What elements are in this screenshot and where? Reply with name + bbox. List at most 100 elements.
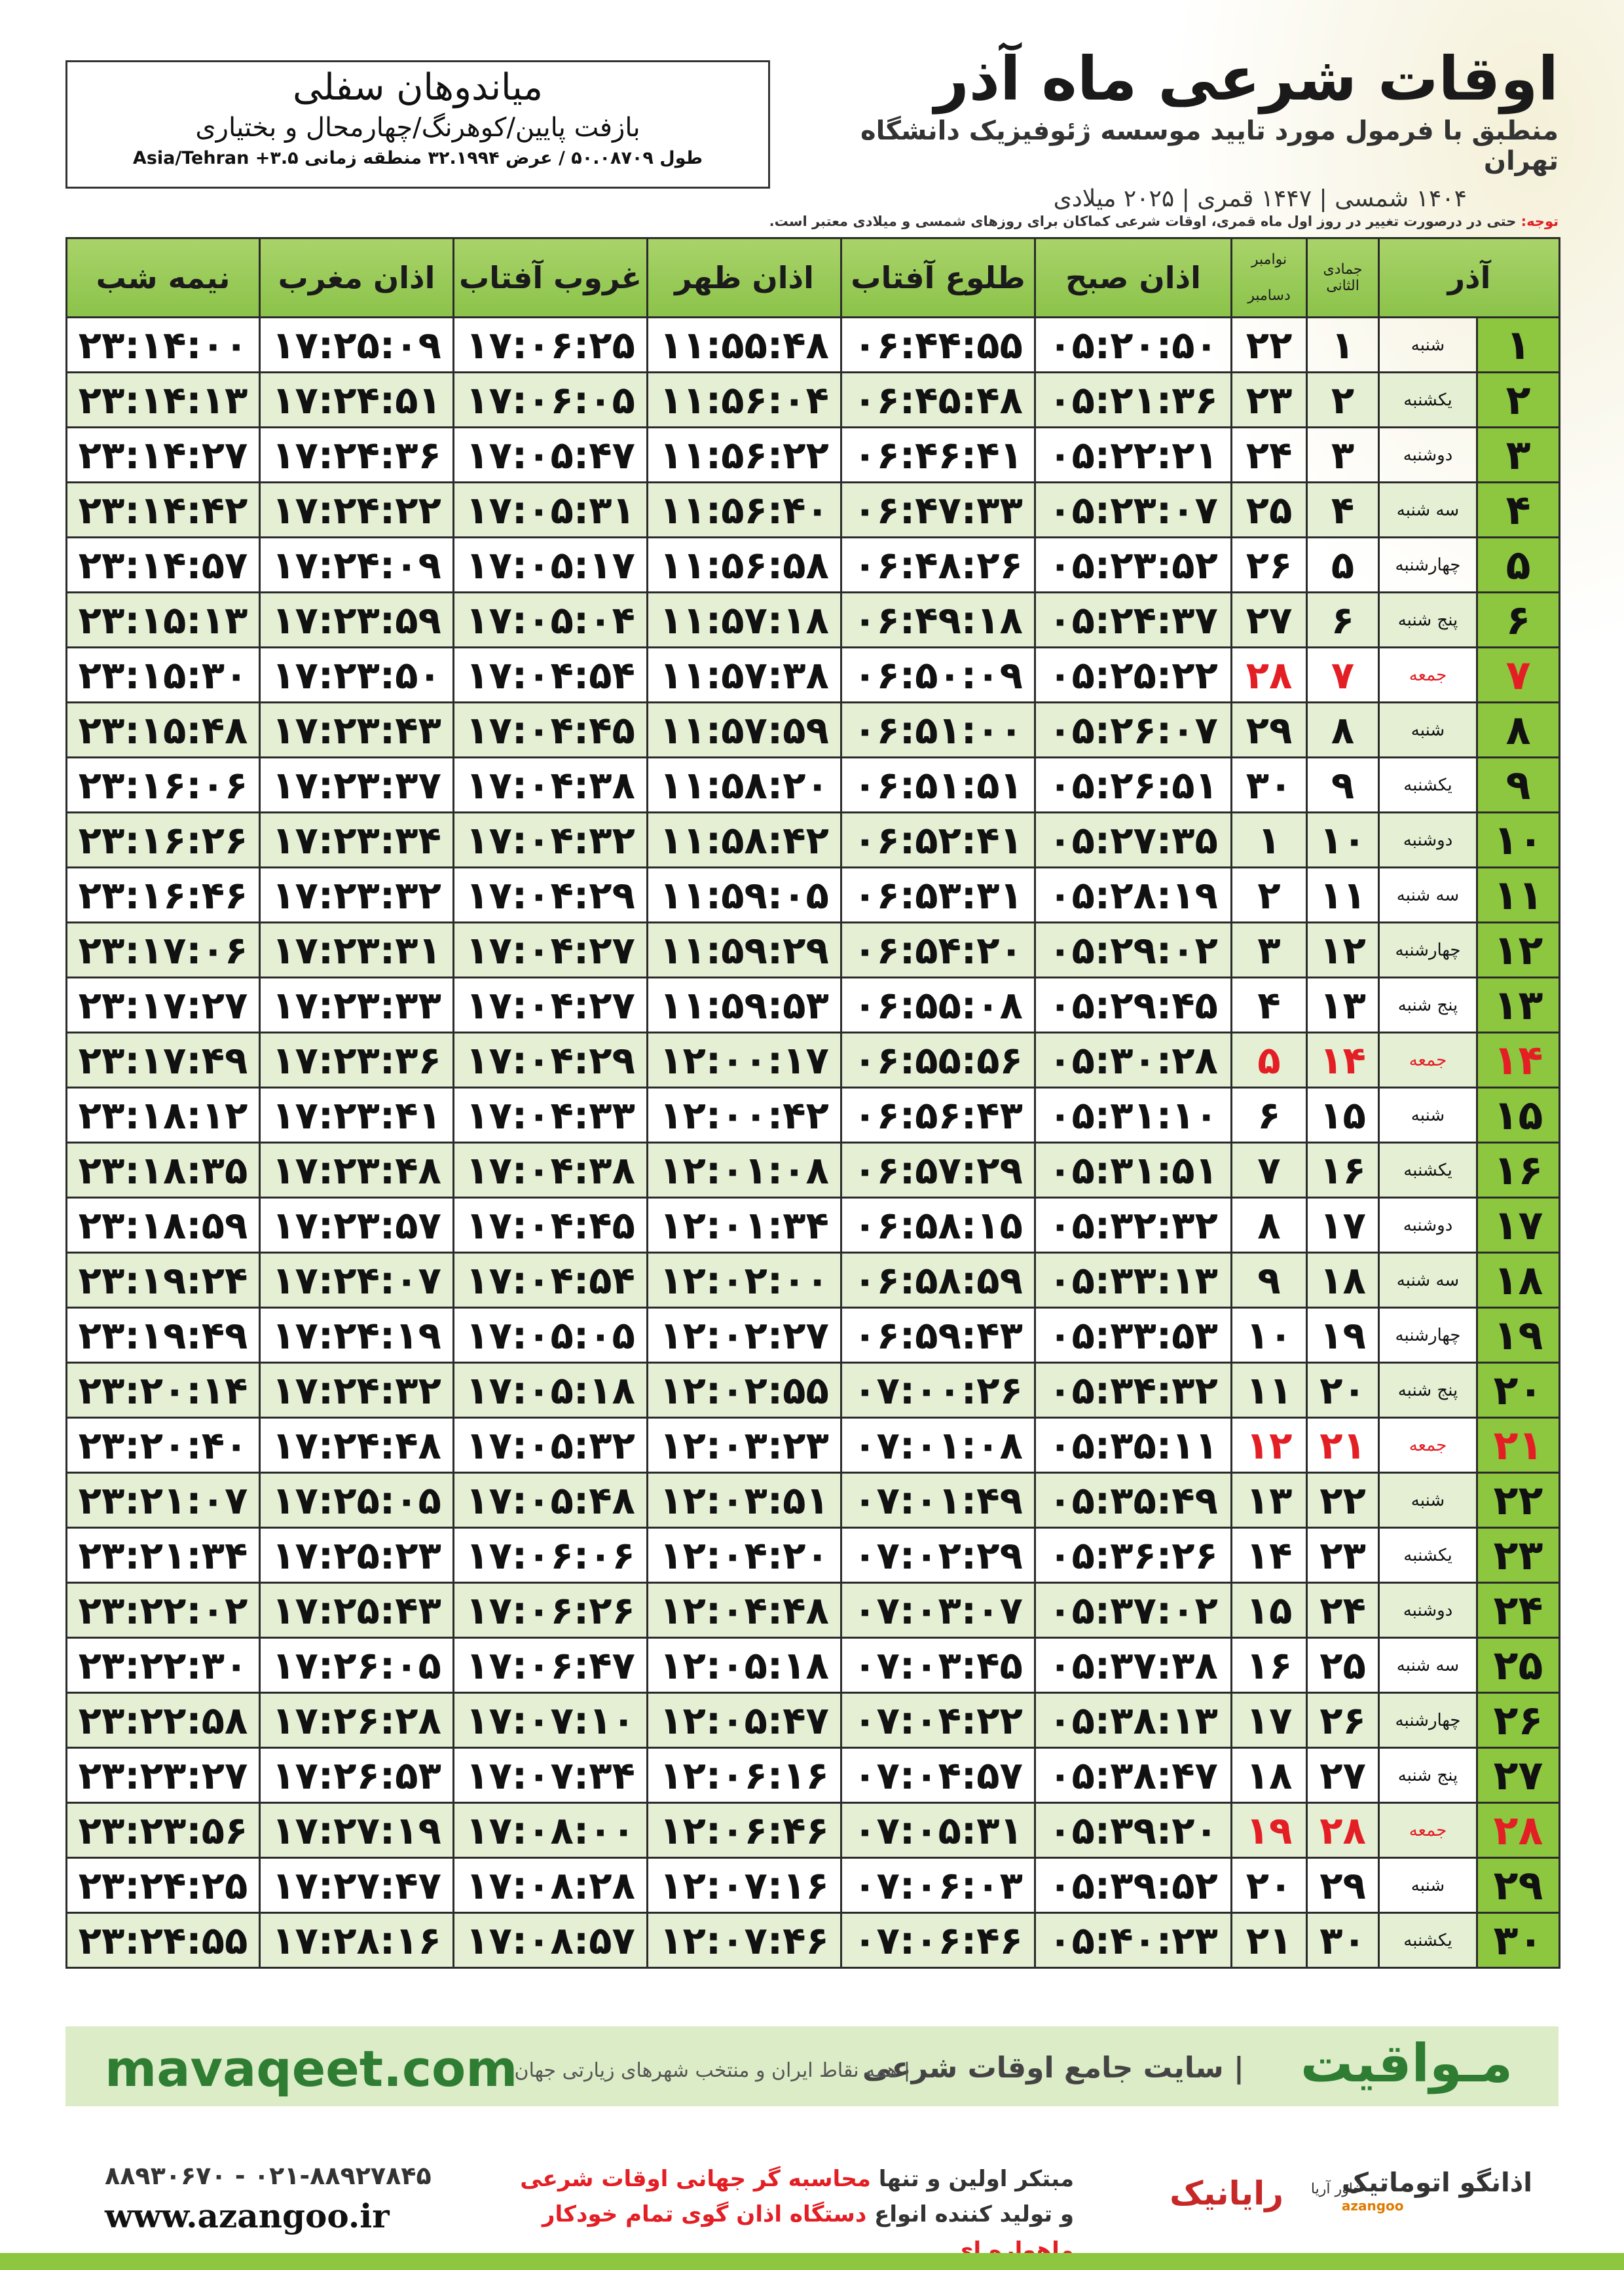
time-cell: ۲۳:۲۲:۳۰ bbox=[65, 1637, 261, 1694]
time-cell: ۰۷:۰۵:۳۱ bbox=[840, 1802, 1036, 1859]
time-cell: ۰۵:۳۶:۲۶ bbox=[1034, 1527, 1232, 1584]
time-cell: ۲۳:۲۱:۳۴ bbox=[65, 1527, 261, 1584]
date-cell: ۵ bbox=[1476, 536, 1561, 593]
date-cell: ۱۵ bbox=[1230, 1582, 1308, 1639]
time-cell: ۰۵:۳۱:۱۰ bbox=[1034, 1087, 1232, 1144]
time-cell: ۲۳:۱۵:۴۸ bbox=[65, 701, 261, 758]
time-cell: ۱۷:۲۷:۱۹ bbox=[259, 1802, 454, 1859]
time-cell: ۱۷:۲۵:۲۳ bbox=[259, 1527, 454, 1584]
location-name: میاندوهان سفلی bbox=[293, 66, 543, 109]
time-cell: ۲۳:۱۷:۴۹ bbox=[65, 1032, 261, 1088]
date-cell: ۲۰ bbox=[1306, 1362, 1380, 1419]
date-cell: چهارشنبه bbox=[1377, 1692, 1479, 1749]
time-cell: ۱۱:۵۹:۲۹ bbox=[646, 921, 842, 978]
time-cell: ۲۳:۱۴:۱۳ bbox=[65, 371, 261, 428]
date-cell: ۶ bbox=[1230, 1087, 1308, 1144]
column-header-part: نوامبر bbox=[1251, 251, 1287, 268]
time-cell: ۱۲:۰۶:۴۶ bbox=[646, 1802, 842, 1859]
time-cell: ۰۶:۵۱:۰۰ bbox=[840, 701, 1036, 758]
time-cell: ۱۷:۲۳:۵۷ bbox=[259, 1197, 454, 1254]
time-cell: ۱۷:۲۴:۰۹ bbox=[259, 536, 454, 593]
time-cell: ۱۷:۲۴:۵۱ bbox=[259, 371, 454, 428]
time-cell: ۰۶:۵۲:۴۱ bbox=[840, 811, 1036, 868]
time-cell: ۰۵:۳۲:۳۲ bbox=[1034, 1197, 1232, 1254]
table-row: ۲ یکشنبه ۲ ۲۳ ۰۵:۲۱:۳۶ ۰۶:۴۵:۴۸ ۱۱:۵۶:۰۴ ۱۷:۰۶:… bbox=[65, 371, 1561, 428]
date-cell: ۲۸ bbox=[1306, 1802, 1380, 1859]
date-cell: ۷ bbox=[1476, 646, 1561, 703]
time-cell: ۲۳:۲۴:۲۵ bbox=[65, 1857, 261, 1914]
time-cell: ۰۵:۲۵:۲۲ bbox=[1034, 646, 1232, 703]
date-cell: ۱۱ bbox=[1476, 866, 1561, 923]
time-cell: ۱۷:۲۸:۱۶ bbox=[259, 1912, 454, 1969]
time-cell: ۱۷:۰۴:۲۹ bbox=[452, 1032, 648, 1088]
time-cell: ۰۷:۰۱:۰۸ bbox=[840, 1417, 1036, 1474]
time-cell: ۱۷:۰۷:۱۰ bbox=[452, 1692, 648, 1749]
date-cell: ۸ bbox=[1230, 1197, 1308, 1254]
table-row: ۲۷ پنج شنبه ۲۷ ۱۸ ۰۵:۳۸:۴۷ ۰۷:۰۴:۵۷ ۱۲:۰۶:۱۶ ۱۷… bbox=[65, 1747, 1561, 1804]
date-cell: ۸ bbox=[1306, 701, 1380, 758]
time-cell: ۲۳:۱۹:۲۴ bbox=[65, 1252, 261, 1309]
note-label: توجه: bbox=[1521, 214, 1559, 229]
footer-line: مبتکر اولین و تنها محاسبه گر جهانی اوقات… bbox=[485, 2161, 1074, 2197]
time-cell: ۰۵:۳۷:۳۸ bbox=[1034, 1637, 1232, 1694]
date-cell: ۱۶ bbox=[1306, 1142, 1380, 1199]
time-cell: ۱۱:۵۸:۴۲ bbox=[646, 811, 842, 868]
time-cell: ۱۷:۰۵:۰۴ bbox=[452, 591, 648, 648]
time-cell: ۱۲:۰۰:۱۷ bbox=[646, 1032, 842, 1088]
date-cell: ۲۵ bbox=[1306, 1637, 1380, 1694]
date-cell: پنج شنبه bbox=[1377, 977, 1479, 1033]
subtitle: منطبق با فرمول مورد تایید موسسه ژئوفیزیک… bbox=[860, 116, 1559, 177]
date-cell: شنبه bbox=[1377, 701, 1479, 758]
time-cell: ۱۷:۰۶:۰۶ bbox=[452, 1527, 648, 1584]
date-cell: ۳ bbox=[1476, 426, 1561, 483]
time-cell: ۰۶:۵۵:۵۶ bbox=[840, 1032, 1036, 1088]
time-cell: ۱۷:۰۴:۳۸ bbox=[452, 756, 648, 813]
date-cell: ۱ bbox=[1476, 316, 1561, 373]
date-cell: ۲۰ bbox=[1230, 1857, 1308, 1914]
time-cell: ۰۶:۵۱:۵۱ bbox=[840, 756, 1036, 813]
time-cell: ۱۷:۲۴:۱۹ bbox=[259, 1307, 454, 1364]
table-row: ۲۵ سه شنبه ۲۵ ۱۶ ۰۵:۳۷:۳۸ ۰۷:۰۳:۴۵ ۱۲:۰۵:۱۸ ۱۷:… bbox=[65, 1637, 1561, 1694]
date-cell: دوشنبه bbox=[1377, 1197, 1479, 1254]
date-cell: ۲۱ bbox=[1230, 1912, 1308, 1969]
date-cell: ۱۳ bbox=[1230, 1472, 1308, 1529]
time-cell: ۱۱:۵۹:۵۳ bbox=[646, 977, 842, 1033]
date-cell: ۸ bbox=[1476, 701, 1561, 758]
date-cell: ۲۱ bbox=[1306, 1417, 1380, 1474]
date-cell: ۲۷ bbox=[1476, 1747, 1561, 1804]
time-cell: ۱۲:۰۵:۴۷ bbox=[646, 1692, 842, 1749]
date-cell: جمعه bbox=[1377, 1032, 1479, 1088]
time-cell: ۰۵:۲۶:۰۷ bbox=[1034, 701, 1232, 758]
date-cell: ۱۹ bbox=[1230, 1802, 1308, 1859]
time-cell: ۲۳:۲۰:۱۴ bbox=[65, 1362, 261, 1419]
date-cell: ۲۸ bbox=[1230, 646, 1308, 703]
table-row: ۱ شنبه ۱ ۲۲ ۰۵:۲۰:۵۰ ۰۶:۴۴:۵۵ ۱۱:۵۵:۴۸ ۱۷:۰۶:۲۵… bbox=[65, 316, 1561, 373]
time-cell: ۰۵:۳۵:۴۹ bbox=[1034, 1472, 1232, 1529]
time-cell: ۲۳:۱۷:۰۶ bbox=[65, 921, 261, 978]
date-cell: ۱۰ bbox=[1230, 1307, 1308, 1364]
date-cell: ۱۲ bbox=[1230, 1417, 1308, 1474]
logo-text: اذانگو اتوماتیک bbox=[1341, 2168, 1532, 2198]
table-row: ۲۹ شنبه ۲۹ ۲۰ ۰۵:۳۹:۵۲ ۰۷:۰۶:۰۳ ۱۲:۰۷:۱۶ ۱۷:۰۸:… bbox=[65, 1857, 1561, 1914]
table-row: ۲۸ جمعه ۲۸ ۱۹ ۰۵:۳۹:۲۰ ۰۷:۰۵:۳۱ ۱۲:۰۶:۴۶ ۱۷:۰۸:… bbox=[65, 1802, 1561, 1859]
time-cell: ۱۷:۲۳:۵۹ bbox=[259, 591, 454, 648]
date-cell: ۱۷ bbox=[1306, 1197, 1380, 1254]
time-cell: ۰۶:۴۵:۴۸ bbox=[840, 371, 1036, 428]
time-cell: ۱۲:۰۳:۲۳ bbox=[646, 1417, 842, 1474]
time-cell: ۱۷:۲۷:۴۷ bbox=[259, 1857, 454, 1914]
date-cell: ۱۶ bbox=[1476, 1142, 1561, 1199]
note-text: حتی در درصورت تغییر در روز اول ماه قمری،… bbox=[769, 214, 1517, 229]
note: توجه: حتی در درصورت تغییر در روز اول ماه… bbox=[65, 214, 1559, 229]
time-cell: ۱۷:۲۳:۴۳ bbox=[259, 701, 454, 758]
time-cell: ۰۶:۵۵:۰۸ bbox=[840, 977, 1036, 1033]
time-cell: ۱۲:۰۱:۳۴ bbox=[646, 1197, 842, 1254]
date-cell: ۳ bbox=[1230, 921, 1308, 978]
time-cell: ۱۱:۵۵:۴۸ bbox=[646, 316, 842, 373]
website[interactable]: www.azangoo.ir bbox=[105, 2197, 390, 2235]
date-cell: پنج شنبه bbox=[1377, 1747, 1479, 1804]
banner-url[interactable]: mavaqeet.com bbox=[105, 2039, 518, 2098]
table-row: ۲۱ جمعه ۲۱ ۱۲ ۰۵:۳۵:۱۱ ۰۷:۰۱:۰۸ ۱۲:۰۳:۲۳ ۱۷:۰۵:… bbox=[65, 1417, 1561, 1474]
time-cell: ۲۳:۱۴:۲۷ bbox=[65, 426, 261, 483]
time-cell: ۲۳:۱۶:۴۶ bbox=[65, 866, 261, 923]
time-cell: ۰۵:۳۸:۴۷ bbox=[1034, 1747, 1232, 1804]
